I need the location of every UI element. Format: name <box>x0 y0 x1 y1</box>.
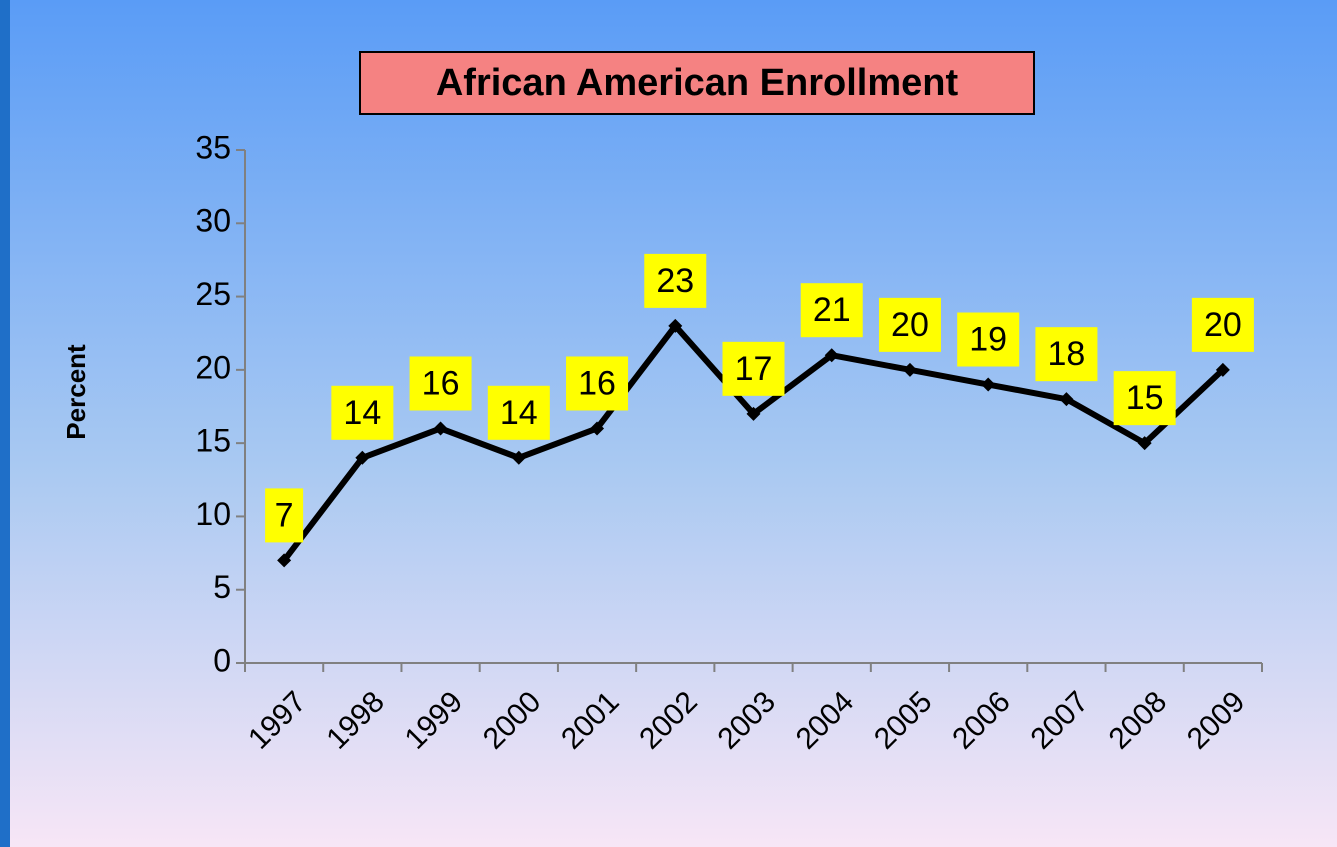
data-label: 16 <box>578 364 616 402</box>
data-label-box <box>331 385 394 440</box>
data-label: 14 <box>343 394 381 432</box>
data-label-box <box>1113 371 1176 426</box>
y-tick-label: 30 <box>195 203 231 239</box>
data-label: 17 <box>735 350 773 388</box>
marker <box>981 377 996 392</box>
y-tick-label: 0 <box>213 642 231 678</box>
y-tick-label: 5 <box>213 569 231 605</box>
data-label: 16 <box>422 364 460 402</box>
data-label: 15 <box>1126 379 1164 417</box>
marker <box>1059 392 1074 407</box>
y-tick-label: 20 <box>195 349 231 385</box>
marker <box>355 450 370 465</box>
data-label: 14 <box>500 394 538 432</box>
marker <box>1137 436 1152 451</box>
marker <box>902 362 917 377</box>
data-label: 20 <box>1204 306 1242 344</box>
y-tick-label: 10 <box>195 496 231 532</box>
data-label-box <box>878 297 941 352</box>
data-label-box <box>644 253 707 308</box>
left-edge <box>0 0 10 847</box>
data-label-box <box>487 385 550 440</box>
marker <box>668 318 683 333</box>
marker <box>433 421 448 436</box>
y-axis-label: Percent <box>61 344 91 440</box>
marker <box>1215 362 1230 377</box>
title-box <box>359 51 1035 115</box>
marker <box>277 553 292 568</box>
marker <box>590 421 605 436</box>
data-label: 21 <box>813 291 851 329</box>
data-label-box <box>957 312 1020 367</box>
data-label: 19 <box>969 320 1007 358</box>
data-label: 20 <box>891 306 929 344</box>
y-tick-label: 35 <box>195 129 231 165</box>
data-label-box <box>800 283 863 338</box>
marker <box>746 406 761 421</box>
data-label-box <box>409 356 472 411</box>
y-tick-label: 25 <box>195 276 231 312</box>
data-label-box <box>1191 297 1254 352</box>
marker <box>824 348 839 363</box>
data-label-box <box>1035 327 1098 382</box>
data-label-box <box>722 341 785 396</box>
data-label-box <box>566 356 629 411</box>
chart-title: African American Enrollment <box>436 62 959 104</box>
data-label-box <box>265 488 304 543</box>
y-tick-label: 15 <box>195 423 231 459</box>
data-label: 23 <box>656 262 694 300</box>
data-label: 7 <box>275 496 294 534</box>
data-label: 18 <box>1048 335 1086 373</box>
marker <box>511 450 526 465</box>
